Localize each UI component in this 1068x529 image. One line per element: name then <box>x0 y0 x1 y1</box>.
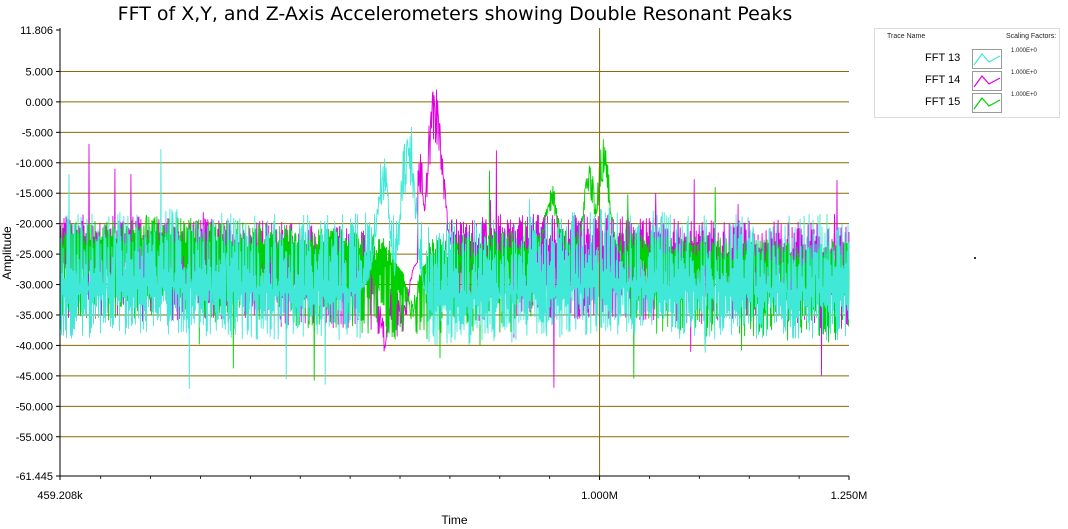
legend-label: FFT 14 <box>925 74 961 86</box>
legend-swatch-fft-13 <box>972 49 1002 69</box>
x-axis-label: Time <box>441 513 468 527</box>
series-line-fft-13 <box>59 126 850 390</box>
y-tick-label: -40.000 <box>16 340 53 352</box>
y-tick-label: -15.000 <box>16 188 53 200</box>
series-layer <box>59 89 850 390</box>
y-tick-label: -35.000 <box>16 310 53 322</box>
legend-item-fft-14: FFT 14 1.000E+0 <box>875 70 1059 91</box>
x-tick-label: 1.250M <box>831 490 868 502</box>
legend-header-trace: Trace Name <box>887 33 926 40</box>
y-tick-label: -5.000 <box>22 127 53 139</box>
legend-swatch-fft-15 <box>972 93 1002 113</box>
y-tick-label: -25.000 <box>16 249 53 261</box>
y-tick-label: -20.000 <box>16 219 53 231</box>
y-tick-label: -30.000 <box>16 280 53 292</box>
y-tick-label: -45.000 <box>16 371 53 383</box>
y-axis-label: Amplitude <box>0 226 14 280</box>
legend-scaling: 1.000E+0 <box>1011 70 1037 76</box>
legend-scaling: 1.000E+0 <box>1011 48 1037 54</box>
stray-mark <box>974 257 976 259</box>
legend-label: FFT 15 <box>925 96 961 108</box>
y-tick-label: -55.000 <box>16 432 53 444</box>
legend-swatch-fft-14 <box>972 71 1002 91</box>
x-tick-label: 1.000M <box>581 490 618 502</box>
legend: Trace Name Scaling Factors: FFT 13 1.000… <box>874 28 1060 118</box>
legend-scaling: 1.000E+0 <box>1011 92 1037 98</box>
x-tick-label: 459.208k <box>37 490 83 502</box>
legend-header-scaling: Scaling Factors: <box>1006 33 1057 40</box>
y-tick-label: -50.000 <box>16 401 53 413</box>
y-tick-label: 5.000 <box>25 66 53 78</box>
y-tick-label: 0.000 <box>25 97 53 109</box>
legend-label: FFT 13 <box>925 52 961 64</box>
chart-title: FFT of X,Y, and Z-Axis Accelerometers sh… <box>117 3 793 25</box>
y-tick-label: -61.445 <box>16 471 53 483</box>
axis-layer: 11.806 5.000 0.000 -5.000 -10.000 -15.000 -20.… <box>0 25 867 527</box>
y-tick-label: -10.000 <box>16 158 53 170</box>
legend-item-fft-13: FFT 13 1.000E+0 <box>875 48 1059 69</box>
legend-item-fft-15: FFT 15 1.000E+0 <box>875 92 1059 113</box>
y-tick-label: 11.806 <box>20 25 53 37</box>
